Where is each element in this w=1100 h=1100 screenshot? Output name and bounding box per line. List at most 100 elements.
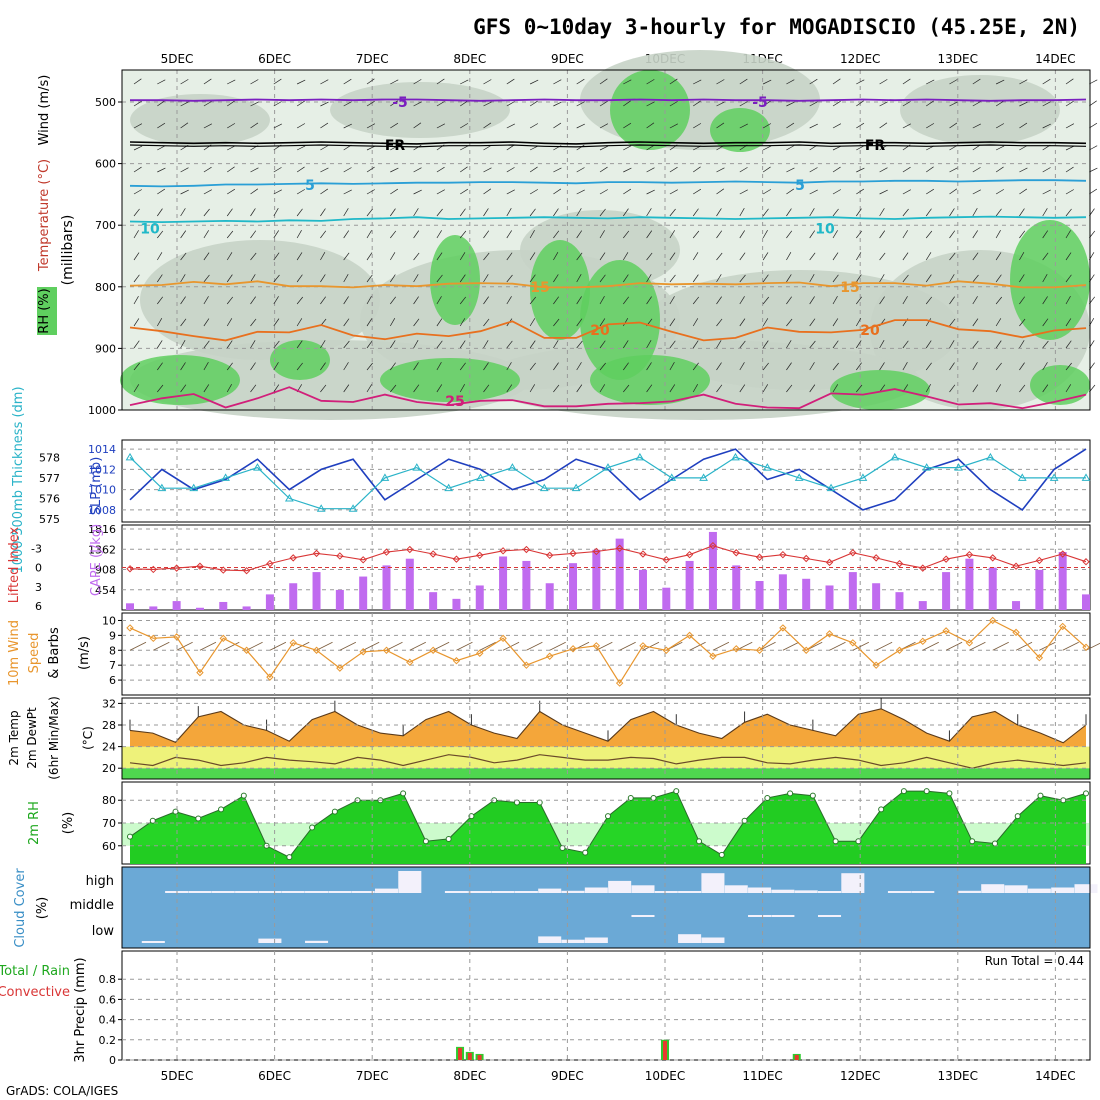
wind-speed-marker: [522, 661, 531, 669]
wind-barb: [436, 208, 443, 217]
wind-barb: [949, 188, 958, 195]
cape-tick-label: 454: [95, 584, 116, 597]
wind-barb: [1019, 188, 1028, 195]
thickness-marker: [826, 483, 836, 492]
wind-barb: [320, 145, 329, 151]
wind-speed-marker: [546, 652, 554, 660]
wind-barb: [995, 340, 1002, 349]
wind-barb: [529, 252, 536, 261]
thickness-marker: [603, 463, 613, 471]
wind-barb: [250, 208, 256, 217]
wind-barb: [716, 101, 725, 107]
surface-wind-barb: [759, 641, 776, 651]
wind-barb: [716, 167, 725, 173]
surface-wind-barb: [153, 641, 170, 651]
thickness-tick-label: 575: [39, 513, 60, 526]
wind-barb: [623, 274, 629, 283]
wind-barb: [343, 296, 349, 305]
cloud-high-bar: [1004, 885, 1028, 893]
wind-barb: [576, 123, 585, 129]
contour-label: -5: [392, 95, 408, 111]
wind-barb: [716, 274, 722, 283]
wind-barb: [1042, 362, 1048, 371]
wind-barb: [226, 362, 233, 371]
rh-marker: [331, 808, 338, 815]
wind-barb: [902, 252, 909, 261]
wind-barb: [459, 362, 466, 371]
wind-barb: [133, 100, 142, 107]
cloud-high-bar: [211, 891, 235, 893]
wind-barb: [390, 188, 399, 195]
precip-conv-bar: [794, 1054, 799, 1060]
wind-barb: [460, 79, 469, 85]
cape-bar: [265, 594, 274, 610]
thickness-marker: [986, 452, 995, 461]
slp-tick-label: 1012: [88, 463, 116, 476]
wind-barb: [1065, 296, 1071, 305]
wind-barb: [856, 340, 862, 349]
rh-marker: [445, 835, 452, 842]
lifted-marker: [546, 551, 554, 560]
wind-barb: [855, 252, 862, 261]
cloud-high-bar: [584, 887, 608, 893]
wind-barb: [786, 274, 792, 283]
wind-barb: [320, 122, 329, 129]
wind-barb: [832, 384, 839, 393]
wind-barb: [366, 78, 375, 85]
contour-label: -5: [752, 95, 768, 111]
wind-barb: [157, 274, 163, 283]
wind-barb: [506, 144, 515, 151]
rh-marker: [696, 838, 703, 845]
wind-barb: [180, 122, 189, 129]
wind-barb: [180, 208, 186, 217]
wind-barb: [1065, 318, 1072, 327]
cloud-high-bar: [678, 891, 702, 893]
cloud-background: [122, 867, 1090, 948]
lifted-marker: [499, 547, 507, 555]
wind-barb: [203, 230, 209, 239]
cloud-high-bar: [538, 888, 562, 893]
wind-tick-label: 6: [109, 674, 116, 687]
wind-barb: [1042, 384, 1049, 393]
wind-barb: [203, 78, 212, 85]
wind-barb: [809, 230, 816, 239]
surface-wind-barb: [1062, 641, 1079, 651]
wind-barb: [203, 208, 210, 217]
lifted-marker: [149, 565, 158, 574]
wind-barb: [879, 340, 885, 349]
wind-barb: [576, 78, 585, 85]
contour-label: 15: [840, 280, 859, 296]
wind-frame: [121, 612, 1091, 696]
wind-barb: [133, 318, 140, 327]
wind-barb: [599, 274, 606, 283]
lifted-marker: [126, 565, 134, 573]
surface-wind-barb: [479, 641, 496, 651]
thickness-marker: [699, 473, 708, 481]
wind-barb: [623, 362, 629, 371]
wind-barb: [157, 122, 166, 129]
wind-barb: [180, 230, 187, 239]
wind-barb: [133, 78, 142, 85]
lifted-marker: [895, 559, 904, 568]
cape-bar: [126, 603, 134, 610]
rh-marker: [195, 815, 202, 822]
wind-barb: [739, 340, 746, 349]
wind-tick-label: 7: [109, 659, 116, 672]
wind-barb: [879, 296, 885, 305]
wind-barb: [413, 167, 422, 173]
wind-barb: [786, 230, 793, 239]
wind-speed-axis-title: Speed: [27, 633, 42, 674]
wind-barb: [599, 123, 609, 129]
wind-barb: [436, 318, 443, 327]
wind-barb: [273, 208, 279, 217]
wind-barb: [250, 318, 257, 327]
wind-barb: [622, 318, 629, 327]
wind-barb: [599, 340, 606, 349]
rh-marker: [559, 845, 566, 852]
cape-bar: [685, 560, 694, 610]
wind-tick-label: 9: [109, 629, 116, 642]
rh-marker: [127, 833, 133, 840]
cloud-middle-bar: [748, 915, 772, 917]
wind-barb: [1042, 340, 1049, 349]
wind-barb: [1089, 167, 1098, 173]
